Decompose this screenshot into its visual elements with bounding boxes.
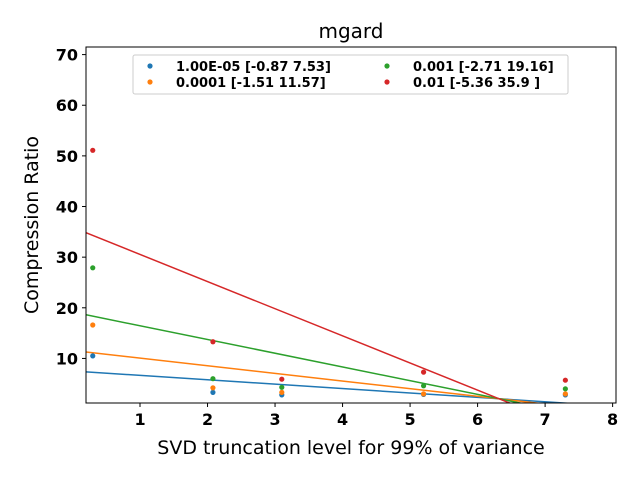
data-point-series-3 bbox=[279, 376, 285, 382]
data-point-series-3 bbox=[420, 369, 427, 375]
plot-frame bbox=[85, 46, 617, 404]
x-tick-label: 1 bbox=[134, 410, 145, 429]
x-tick-label: 8 bbox=[607, 410, 618, 429]
data-points bbox=[90, 147, 568, 398]
data-point-series-3 bbox=[210, 339, 216, 345]
y-tick-label: 60 bbox=[56, 96, 78, 115]
data-point-series-1 bbox=[420, 391, 427, 397]
y-tick-label: 30 bbox=[56, 248, 78, 267]
data-point-series-1 bbox=[279, 389, 285, 395]
data-point-series-0 bbox=[210, 389, 216, 395]
x-tick-label: 6 bbox=[472, 410, 483, 429]
chart-title: mgard bbox=[319, 19, 384, 43]
y-tick-label: 10 bbox=[56, 349, 78, 368]
x-tick-label: 2 bbox=[202, 410, 213, 429]
x-axis-ticks: 1 2 3 4 5 6 7 8 bbox=[134, 403, 618, 429]
legend-label-0: 1.00E-05 [-0.87 7.53] bbox=[176, 60, 331, 75]
y-tick-label: 40 bbox=[56, 198, 78, 217]
legend-marker-0 bbox=[147, 63, 153, 69]
legend-box bbox=[132, 54, 569, 95]
x-tick-label: 7 bbox=[540, 410, 551, 429]
x-tick-label: 4 bbox=[337, 410, 348, 429]
legend-marker-1 bbox=[147, 79, 153, 85]
fit-line-series-3 bbox=[86, 232, 512, 403]
data-point-series-3 bbox=[562, 377, 568, 383]
data-point-series-2 bbox=[562, 386, 568, 392]
legend-label-2: 0.001 [-2.71 19.16] bbox=[413, 60, 554, 75]
data-point-series-3 bbox=[90, 147, 96, 153]
legend-label-3: 0.01 [-5.36 35.9 ] bbox=[413, 76, 540, 91]
data-point-series-0 bbox=[90, 353, 96, 359]
legend-marker-2 bbox=[384, 63, 390, 69]
x-tick-label: 3 bbox=[269, 410, 280, 429]
y-tick-label: 70 bbox=[56, 46, 78, 65]
data-point-series-1 bbox=[90, 322, 96, 328]
y-axis-label: Compression Ratio bbox=[21, 136, 43, 314]
y-tick-label: 50 bbox=[56, 147, 78, 166]
fit-line-series-0 bbox=[86, 371, 576, 403]
fit-line-series-1 bbox=[86, 351, 543, 403]
x-tick-label: 5 bbox=[405, 410, 416, 429]
data-point-series-2 bbox=[210, 376, 216, 382]
legend-marker-3 bbox=[384, 79, 390, 85]
y-axis-ticks: 10 20 30 40 50 60 70 bbox=[56, 46, 86, 368]
x-axis-label: SVD truncation level for 99% of variance bbox=[157, 437, 544, 459]
data-point-series-1 bbox=[210, 385, 216, 391]
data-point-series-1 bbox=[562, 391, 568, 397]
legend: 1.00E-05 [-0.87 7.53]0.0001 [-1.51 11.57… bbox=[132, 54, 569, 95]
data-point-series-2 bbox=[90, 265, 96, 271]
legend-label-1: 0.0001 [-1.51 11.57] bbox=[176, 76, 326, 91]
data-point-series-2 bbox=[420, 383, 427, 389]
data-point-series-2 bbox=[279, 384, 285, 390]
y-tick-label: 20 bbox=[56, 299, 78, 318]
fit-line-series-2 bbox=[86, 314, 524, 403]
fit-lines bbox=[86, 232, 576, 403]
